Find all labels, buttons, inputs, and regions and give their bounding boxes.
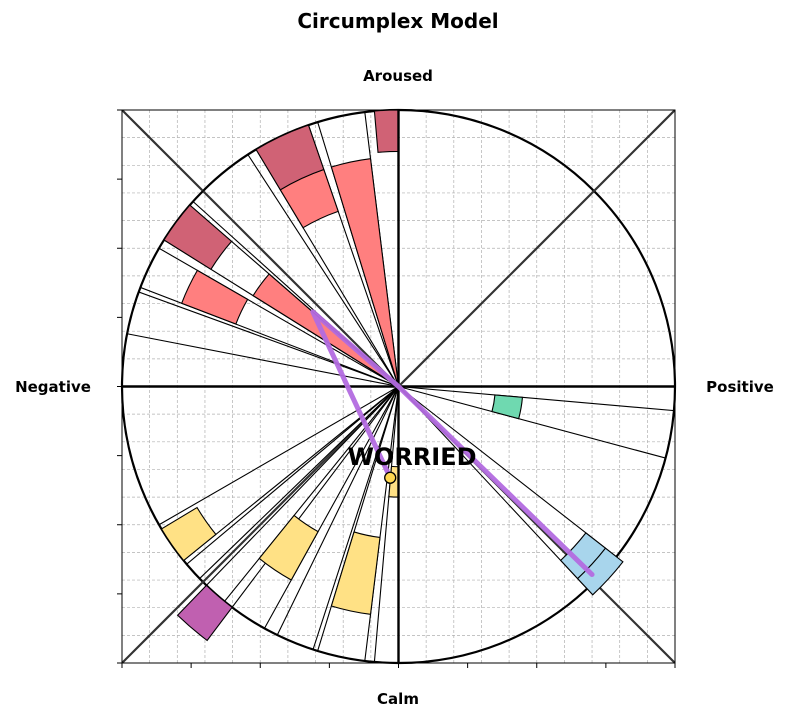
plot-area [117, 108, 677, 668]
wedge-outline [316, 111, 400, 387]
axis-label-negative: Negative [15, 378, 91, 396]
axis-label-positive: Positive [706, 378, 774, 396]
emotion-wedge-green [491, 394, 524, 420]
current-state-marker [384, 471, 397, 484]
emotion-wedge-yellow [160, 506, 217, 562]
emotion-wedge-darkred [255, 124, 325, 191]
state-label: WORRIED [347, 443, 476, 471]
emotion-wedge-yellow [258, 514, 319, 581]
emotion-wedge-red [252, 273, 399, 387]
trajectory-line [310, 309, 595, 578]
emotion-wedge-yellow [330, 531, 381, 615]
wedge-outline [126, 291, 399, 388]
wedge-outline [192, 153, 399, 387]
emotion-wedge-red [330, 158, 400, 387]
wedge-outline [139, 247, 399, 388]
emotion-wedge-red [180, 269, 249, 325]
emotion-wedge-purple [176, 584, 233, 642]
emotion-wedge-darkred [163, 204, 233, 271]
axis-label-calm: Calm [377, 690, 419, 708]
wedge-outline [316, 386, 400, 662]
wedge-outline [276, 386, 400, 651]
wedge-outline [185, 386, 399, 580]
axis-label-aroused: Aroused [363, 67, 433, 85]
emotion-wedge-darkred [373, 109, 400, 153]
wedge-outline [398, 385, 675, 459]
chart-title: Circumplex Model [297, 9, 498, 33]
